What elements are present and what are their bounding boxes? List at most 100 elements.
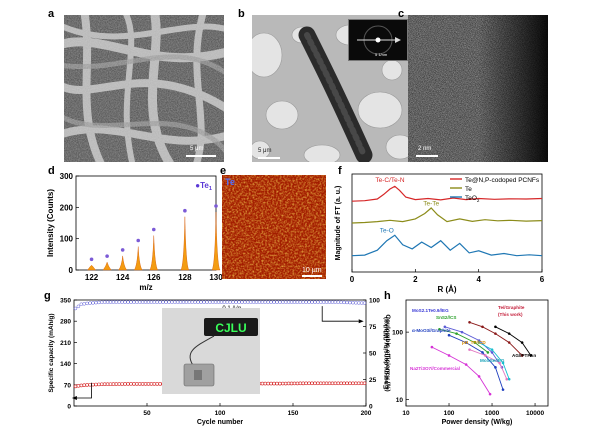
capacity-point	[283, 381, 288, 386]
ce-point	[82, 302, 86, 306]
ce-point	[170, 300, 174, 304]
ce-point	[120, 300, 124, 304]
ce-point	[187, 300, 192, 304]
ce-point	[202, 300, 206, 304]
ragone-point	[507, 332, 511, 335]
ce-point	[143, 300, 148, 304]
ce-point	[123, 300, 127, 304]
y-axis-label: Magnitude of FT (a. u.)	[335, 186, 342, 261]
ragone-point	[490, 348, 494, 351]
capacity-point	[79, 383, 84, 388]
panel-a-sem-image: 5 μm	[64, 15, 224, 162]
x-tick-label: 6	[540, 275, 545, 284]
x-tick-label: 50	[143, 410, 151, 417]
ragone-point	[477, 375, 481, 378]
ce-point	[243, 300, 247, 304]
y2-tick-label: 25	[369, 377, 377, 384]
ce-point	[257, 300, 262, 304]
panel-label-f: f	[338, 165, 342, 177]
ce-point	[228, 300, 232, 304]
y-axis-label: Specific capacity (mAh/g)	[48, 313, 55, 392]
capacity-point	[348, 381, 352, 386]
y-tick-label: 0	[67, 404, 71, 411]
ce-point	[251, 300, 256, 304]
x-axis-label: m/z	[139, 283, 152, 292]
ragone-point	[477, 339, 481, 342]
ragone-point	[494, 332, 497, 335]
capacity-point	[289, 381, 294, 386]
capacity-point	[321, 381, 326, 386]
series-label-5: pH_TP//CD	[462, 340, 486, 345]
ce-point	[269, 300, 273, 304]
capacity-point	[351, 381, 355, 386]
capacity-point	[99, 382, 104, 387]
ce-point	[181, 300, 186, 304]
ce-point	[289, 300, 294, 304]
ragone-point	[494, 325, 497, 329]
capacity-point	[339, 381, 343, 386]
y-tick-label: 10	[396, 397, 404, 404]
ce-point	[359, 301, 364, 305]
peak-annotation-0: Te-C/Te-N	[375, 177, 405, 184]
capacity-point	[102, 382, 107, 386]
ragone-point	[498, 361, 501, 365]
ce-point	[155, 300, 159, 304]
ce-point	[286, 300, 291, 304]
ce-point	[158, 300, 162, 304]
spectrum-peak	[118, 255, 128, 271]
x-tick-label: 0	[350, 275, 355, 284]
ce-point	[283, 300, 288, 304]
ce-point	[248, 300, 253, 304]
ce-point	[234, 300, 238, 304]
y-tick-label: 140	[60, 361, 71, 368]
panel-label-c: c	[398, 8, 405, 20]
capacity-point	[359, 381, 364, 386]
ce-point	[205, 300, 209, 304]
ce-point	[199, 300, 203, 304]
eds-element-label: Te	[225, 177, 235, 187]
ce-point	[327, 300, 332, 304]
capacity-point	[146, 382, 151, 386]
y-tick-label: 100	[60, 235, 74, 244]
capacity-point	[120, 382, 124, 386]
ragone-point	[529, 354, 533, 357]
ce-point	[164, 300, 168, 304]
capacity-point	[327, 381, 332, 386]
ragone-point	[520, 341, 524, 344]
ce-point	[345, 300, 349, 305]
ce-point	[275, 300, 279, 304]
ce-point	[339, 300, 343, 305]
capacity-point	[304, 381, 308, 386]
ce-point	[237, 300, 241, 304]
legend-entry-1: Te	[465, 186, 472, 193]
capacity-point	[356, 381, 361, 386]
capacity-point	[301, 381, 306, 386]
capacity-point	[143, 382, 148, 386]
ce-point	[216, 300, 221, 304]
ce-point	[266, 300, 270, 304]
scale-bar-b	[258, 157, 280, 159]
ce-point	[260, 300, 265, 304]
scale-bar-c	[416, 155, 438, 157]
ce-point	[111, 300, 116, 304]
x-tick-label: 100	[215, 410, 226, 417]
capacity-point	[336, 381, 341, 386]
spectrum-peak	[211, 212, 221, 271]
capacity-point	[94, 382, 98, 387]
ce-point	[172, 300, 177, 304]
ce-point	[254, 300, 259, 304]
capacity-point	[129, 382, 133, 386]
x-tick-label: 126	[147, 273, 161, 282]
peak-annotation-2: Te-O	[380, 228, 394, 235]
ce-point	[140, 300, 145, 304]
ce-point	[272, 300, 276, 304]
y-axis-label: Intensity (Counts)	[46, 189, 55, 257]
capacity-point	[108, 382, 113, 386]
ce-point	[333, 300, 338, 304]
y2-tick-label: 0	[369, 404, 373, 411]
ce-point	[146, 300, 151, 304]
capacity-point	[132, 382, 136, 386]
capacity-point	[134, 382, 139, 386]
capacity-point	[97, 382, 101, 387]
ce-point	[137, 300, 142, 304]
